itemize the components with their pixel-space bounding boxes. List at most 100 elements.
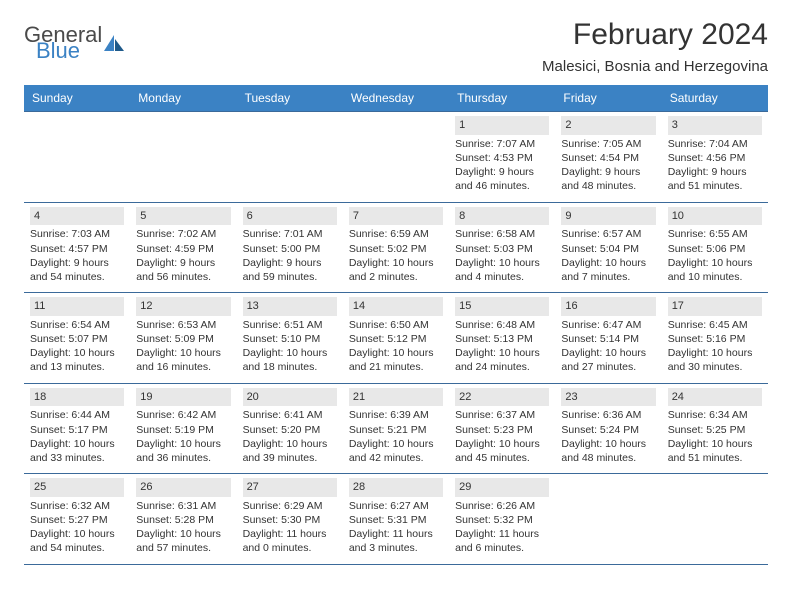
calendar-cell: 9Sunrise: 6:57 AMSunset: 5:04 PMDaylight… [555, 202, 661, 293]
day2-text: and 48 minutes. [561, 451, 655, 465]
sunset-text: Sunset: 4:54 PM [561, 151, 655, 165]
sunset-text: Sunset: 5:27 PM [30, 513, 124, 527]
sunset-text: Sunset: 4:56 PM [668, 151, 762, 165]
day-number: 7 [349, 207, 443, 226]
day1-text: Daylight: 10 hours [136, 346, 230, 360]
day-number: 26 [136, 478, 230, 497]
day2-text: and 57 minutes. [136, 541, 230, 555]
calendar-cell [555, 474, 661, 565]
sunrise-text: Sunrise: 6:48 AM [455, 318, 549, 332]
day-header-row: SundayMondayTuesdayWednesdayThursdayFrid… [24, 85, 768, 112]
day-number: 21 [349, 388, 443, 407]
day-header: Tuesday [237, 85, 343, 112]
calendar-cell: 23Sunrise: 6:36 AMSunset: 5:24 PMDayligh… [555, 383, 661, 474]
day-number: 9 [561, 207, 655, 226]
day-number: 1 [455, 116, 549, 135]
calendar-cell: 19Sunrise: 6:42 AMSunset: 5:19 PMDayligh… [130, 383, 236, 474]
sunrise-text: Sunrise: 6:41 AM [243, 408, 337, 422]
day1-text: Daylight: 10 hours [136, 437, 230, 451]
sunrise-text: Sunrise: 6:34 AM [668, 408, 762, 422]
sunrise-text: Sunrise: 7:03 AM [30, 227, 124, 241]
day2-text: and 7 minutes. [561, 270, 655, 284]
calendar-page: General Blue February 2024 Malesici, Bos… [0, 0, 792, 583]
day1-text: Daylight: 10 hours [243, 346, 337, 360]
day1-text: Daylight: 10 hours [30, 527, 124, 541]
day1-text: Daylight: 10 hours [243, 437, 337, 451]
sunrise-text: Sunrise: 7:07 AM [455, 137, 549, 151]
day1-text: Daylight: 10 hours [561, 346, 655, 360]
sunrise-text: Sunrise: 6:51 AM [243, 318, 337, 332]
day1-text: Daylight: 9 hours [30, 256, 124, 270]
sunrise-text: Sunrise: 7:02 AM [136, 227, 230, 241]
day-header: Friday [555, 85, 661, 112]
sunset-text: Sunset: 5:14 PM [561, 332, 655, 346]
calendar-cell: 8Sunrise: 6:58 AMSunset: 5:03 PMDaylight… [449, 202, 555, 293]
sunrise-text: Sunrise: 6:26 AM [455, 499, 549, 513]
sunrise-text: Sunrise: 6:37 AM [455, 408, 549, 422]
sunset-text: Sunset: 5:31 PM [349, 513, 443, 527]
day2-text: and 36 minutes. [136, 451, 230, 465]
sunset-text: Sunset: 5:17 PM [30, 423, 124, 437]
sunrise-text: Sunrise: 6:29 AM [243, 499, 337, 513]
day1-text: Daylight: 10 hours [30, 346, 124, 360]
day1-text: Daylight: 10 hours [455, 256, 549, 270]
day1-text: Daylight: 9 hours [561, 165, 655, 179]
sunrise-text: Sunrise: 6:57 AM [561, 227, 655, 241]
day2-text: and 42 minutes. [349, 451, 443, 465]
sunset-text: Sunset: 5:02 PM [349, 242, 443, 256]
calendar-week-row: 11Sunrise: 6:54 AMSunset: 5:07 PMDayligh… [24, 293, 768, 384]
day-number: 17 [668, 297, 762, 316]
day1-text: Daylight: 10 hours [349, 256, 443, 270]
calendar-cell [130, 112, 236, 203]
day-number: 24 [668, 388, 762, 407]
day-header: Wednesday [343, 85, 449, 112]
sunrise-text: Sunrise: 6:39 AM [349, 408, 443, 422]
calendar-head: SundayMondayTuesdayWednesdayThursdayFrid… [24, 85, 768, 112]
day-number: 4 [30, 207, 124, 226]
calendar-cell: 7Sunrise: 6:59 AMSunset: 5:02 PMDaylight… [343, 202, 449, 293]
day-number: 25 [30, 478, 124, 497]
day-number: 14 [349, 297, 443, 316]
day2-text: and 39 minutes. [243, 451, 337, 465]
day1-text: Daylight: 10 hours [668, 346, 762, 360]
month-title: February 2024 [542, 18, 768, 52]
sunrise-text: Sunrise: 6:42 AM [136, 408, 230, 422]
day-number: 3 [668, 116, 762, 135]
day2-text: and 3 minutes. [349, 541, 443, 555]
day1-text: Daylight: 10 hours [668, 256, 762, 270]
calendar-cell: 1Sunrise: 7:07 AMSunset: 4:53 PMDaylight… [449, 112, 555, 203]
day-number: 19 [136, 388, 230, 407]
sunset-text: Sunset: 5:12 PM [349, 332, 443, 346]
day2-text: and 48 minutes. [561, 179, 655, 193]
calendar-cell: 11Sunrise: 6:54 AMSunset: 5:07 PMDayligh… [24, 293, 130, 384]
day2-text: and 0 minutes. [243, 541, 337, 555]
day1-text: Daylight: 10 hours [349, 346, 443, 360]
day2-text: and 59 minutes. [243, 270, 337, 284]
sunrise-text: Sunrise: 6:50 AM [349, 318, 443, 332]
sunset-text: Sunset: 5:16 PM [668, 332, 762, 346]
header: General Blue February 2024 Malesici, Bos… [24, 18, 768, 75]
day-number: 5 [136, 207, 230, 226]
day2-text: and 6 minutes. [455, 541, 549, 555]
calendar-cell: 28Sunrise: 6:27 AMSunset: 5:31 PMDayligh… [343, 474, 449, 565]
day2-text: and 30 minutes. [668, 360, 762, 374]
calendar-cell: 6Sunrise: 7:01 AMSunset: 5:00 PMDaylight… [237, 202, 343, 293]
calendar-week-row: 4Sunrise: 7:03 AMSunset: 4:57 PMDaylight… [24, 202, 768, 293]
day1-text: Daylight: 11 hours [243, 527, 337, 541]
calendar-cell: 22Sunrise: 6:37 AMSunset: 5:23 PMDayligh… [449, 383, 555, 474]
calendar-cell: 4Sunrise: 7:03 AMSunset: 4:57 PMDaylight… [24, 202, 130, 293]
day-number: 8 [455, 207, 549, 226]
day-header: Monday [130, 85, 236, 112]
calendar-week-row: 25Sunrise: 6:32 AMSunset: 5:27 PMDayligh… [24, 474, 768, 565]
day-header: Sunday [24, 85, 130, 112]
sunrise-text: Sunrise: 6:31 AM [136, 499, 230, 513]
calendar-cell: 3Sunrise: 7:04 AMSunset: 4:56 PMDaylight… [662, 112, 768, 203]
sunrise-text: Sunrise: 6:36 AM [561, 408, 655, 422]
day-number: 11 [30, 297, 124, 316]
sunset-text: Sunset: 5:03 PM [455, 242, 549, 256]
sunset-text: Sunset: 5:06 PM [668, 242, 762, 256]
sunrise-text: Sunrise: 6:54 AM [30, 318, 124, 332]
sunset-text: Sunset: 4:57 PM [30, 242, 124, 256]
sunset-text: Sunset: 5:24 PM [561, 423, 655, 437]
calendar-body: 1Sunrise: 7:07 AMSunset: 4:53 PMDaylight… [24, 112, 768, 565]
